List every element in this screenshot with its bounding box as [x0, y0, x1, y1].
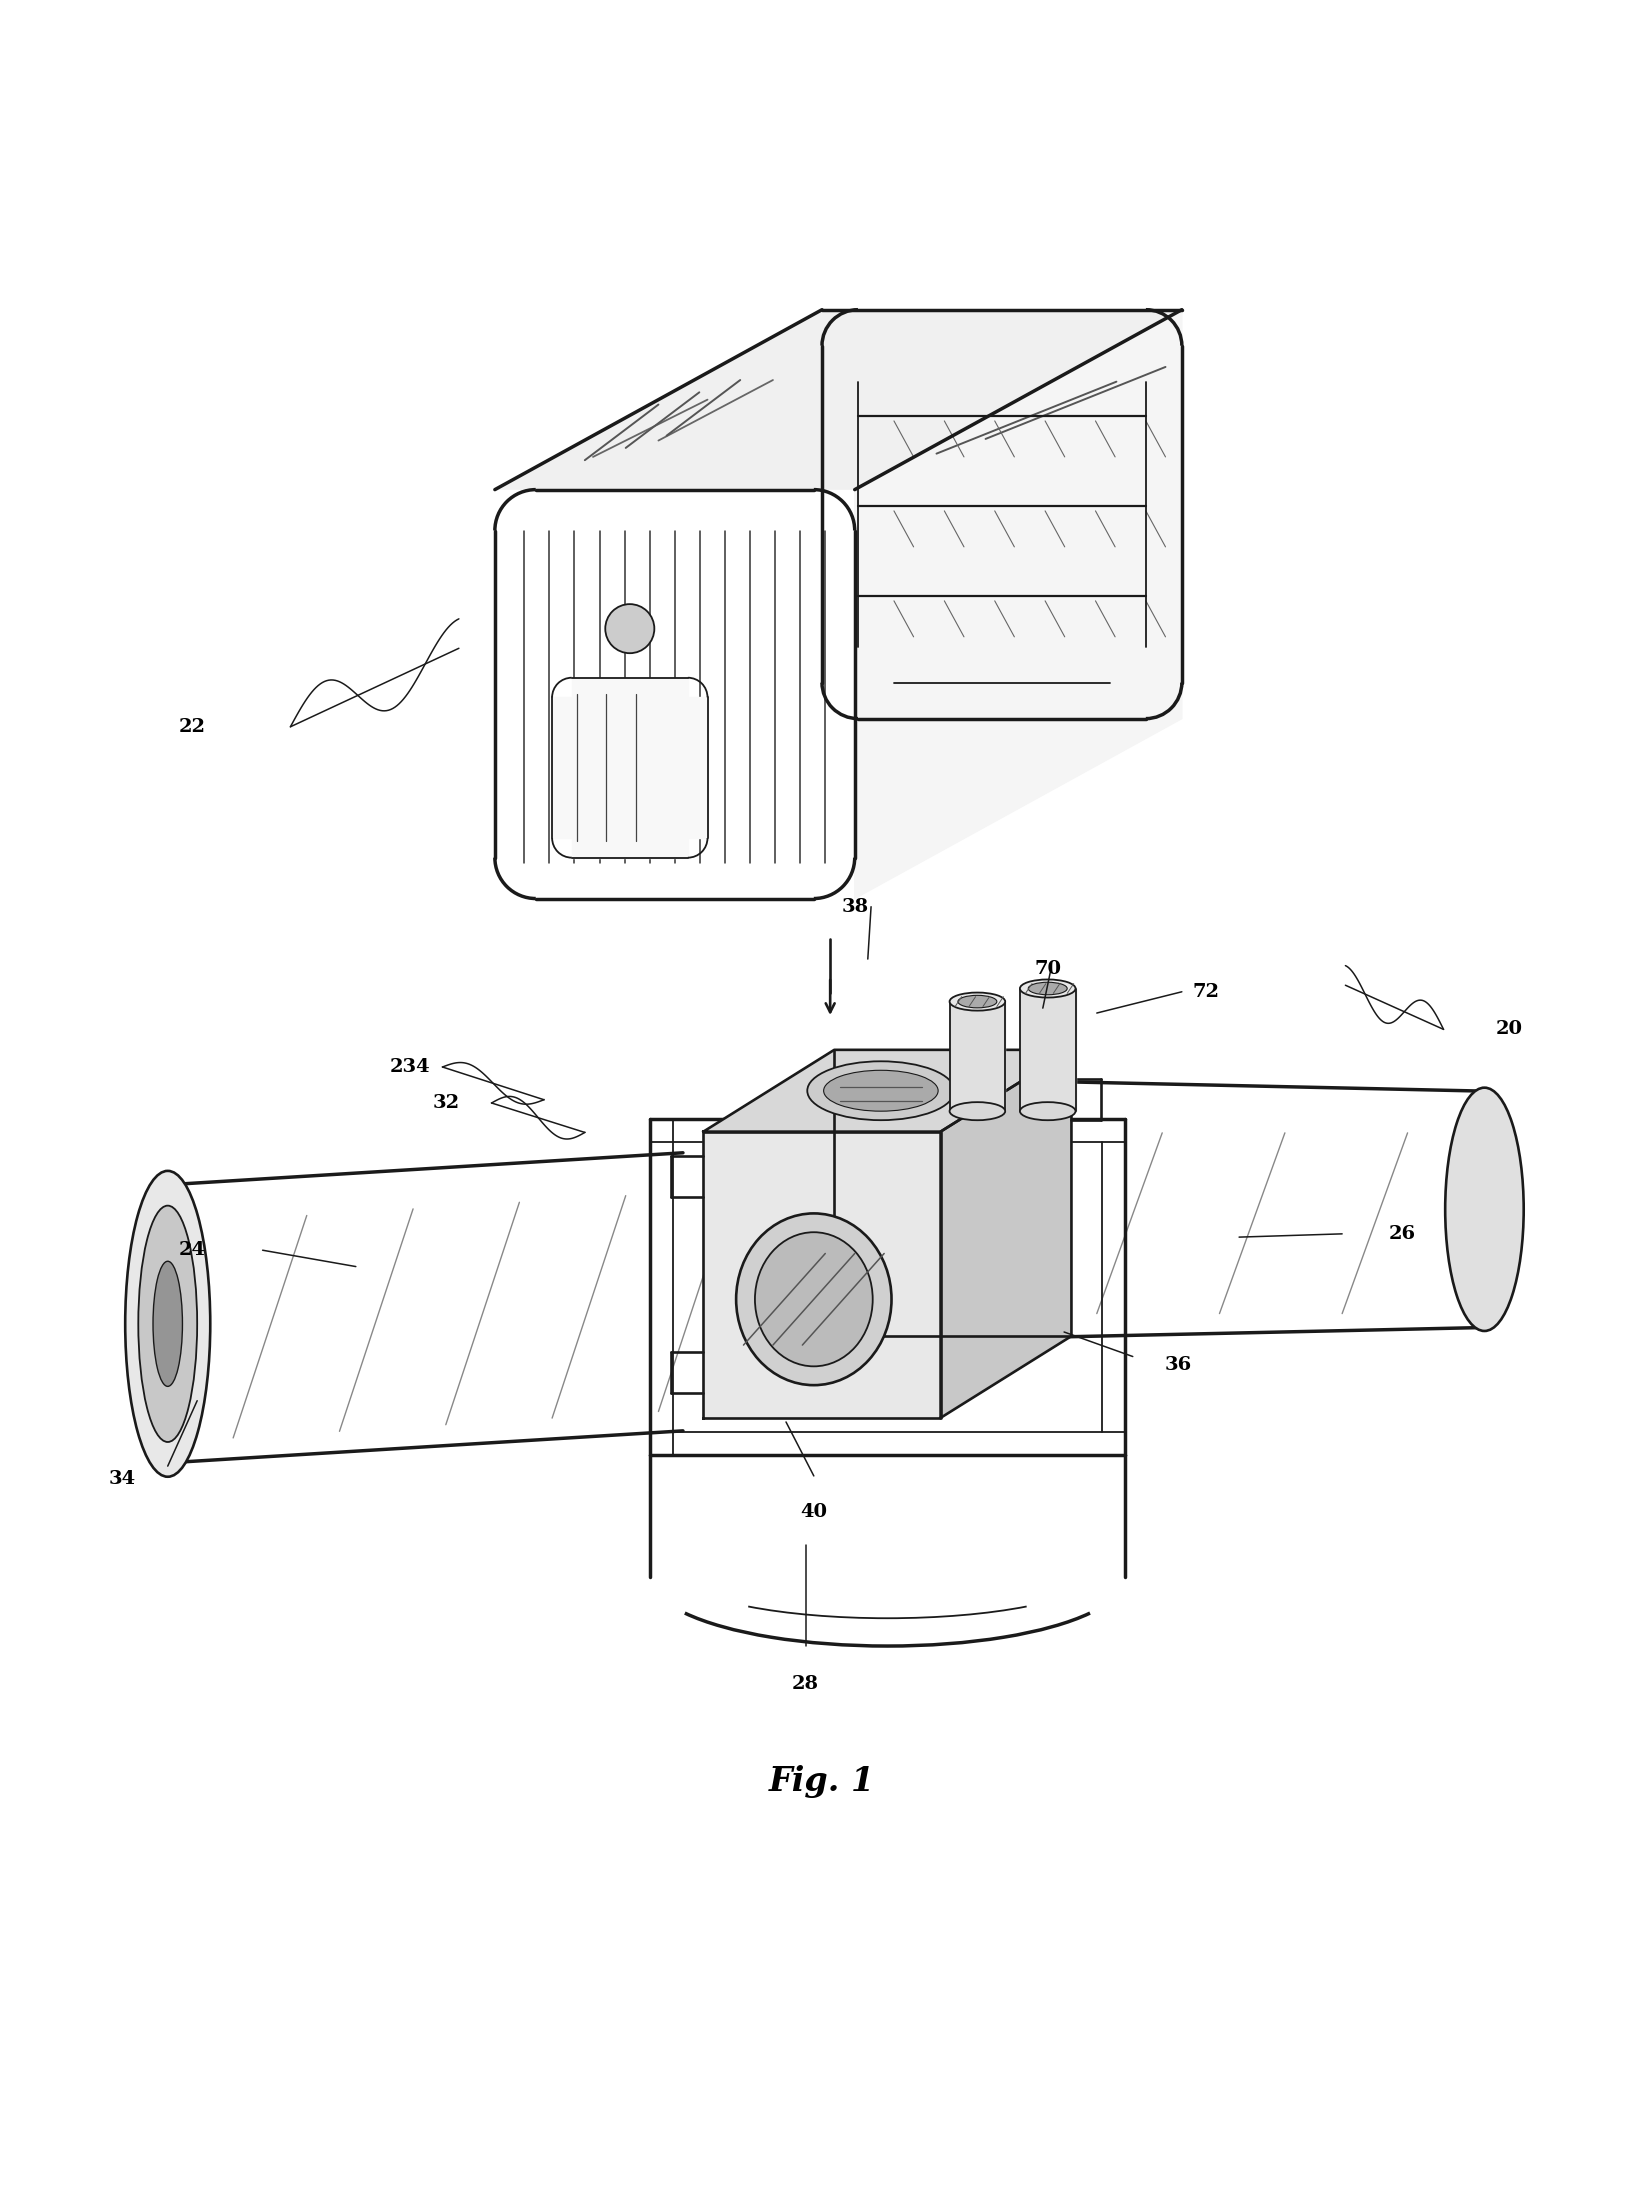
Ellipse shape — [950, 1103, 1004, 1121]
Polygon shape — [572, 677, 687, 858]
Ellipse shape — [824, 1070, 939, 1112]
Ellipse shape — [807, 1061, 955, 1121]
Text: 32: 32 — [432, 1094, 459, 1112]
Text: 28: 28 — [792, 1674, 819, 1692]
Text: 26: 26 — [1389, 1224, 1415, 1242]
Text: 34: 34 — [109, 1469, 135, 1489]
Ellipse shape — [125, 1171, 210, 1476]
Text: 20: 20 — [1496, 1021, 1522, 1039]
Ellipse shape — [153, 1262, 182, 1385]
Ellipse shape — [138, 1207, 197, 1443]
Ellipse shape — [1019, 979, 1075, 997]
Text: 70: 70 — [1034, 960, 1062, 977]
Text: Fig. 1: Fig. 1 — [769, 1765, 875, 1798]
Text: 38: 38 — [842, 898, 868, 915]
Text: 36: 36 — [1166, 1357, 1192, 1374]
Ellipse shape — [1019, 1103, 1075, 1121]
Polygon shape — [855, 309, 1182, 898]
Text: 72: 72 — [1194, 984, 1220, 1002]
Polygon shape — [552, 697, 707, 838]
Ellipse shape — [737, 1213, 891, 1385]
Ellipse shape — [605, 604, 654, 653]
Ellipse shape — [958, 995, 996, 1008]
Text: 22: 22 — [179, 717, 206, 737]
Ellipse shape — [1445, 1088, 1524, 1330]
Polygon shape — [495, 490, 855, 898]
Ellipse shape — [755, 1233, 873, 1366]
Ellipse shape — [950, 993, 1004, 1010]
Polygon shape — [495, 309, 1182, 490]
Text: 24: 24 — [179, 1242, 206, 1260]
Ellipse shape — [1028, 982, 1067, 995]
Polygon shape — [704, 1050, 1072, 1132]
Polygon shape — [940, 1050, 1072, 1418]
Text: 40: 40 — [801, 1502, 827, 1520]
Polygon shape — [1019, 988, 1075, 1112]
Polygon shape — [950, 1002, 1004, 1112]
Text: 234: 234 — [390, 1059, 431, 1077]
Polygon shape — [704, 1132, 940, 1418]
